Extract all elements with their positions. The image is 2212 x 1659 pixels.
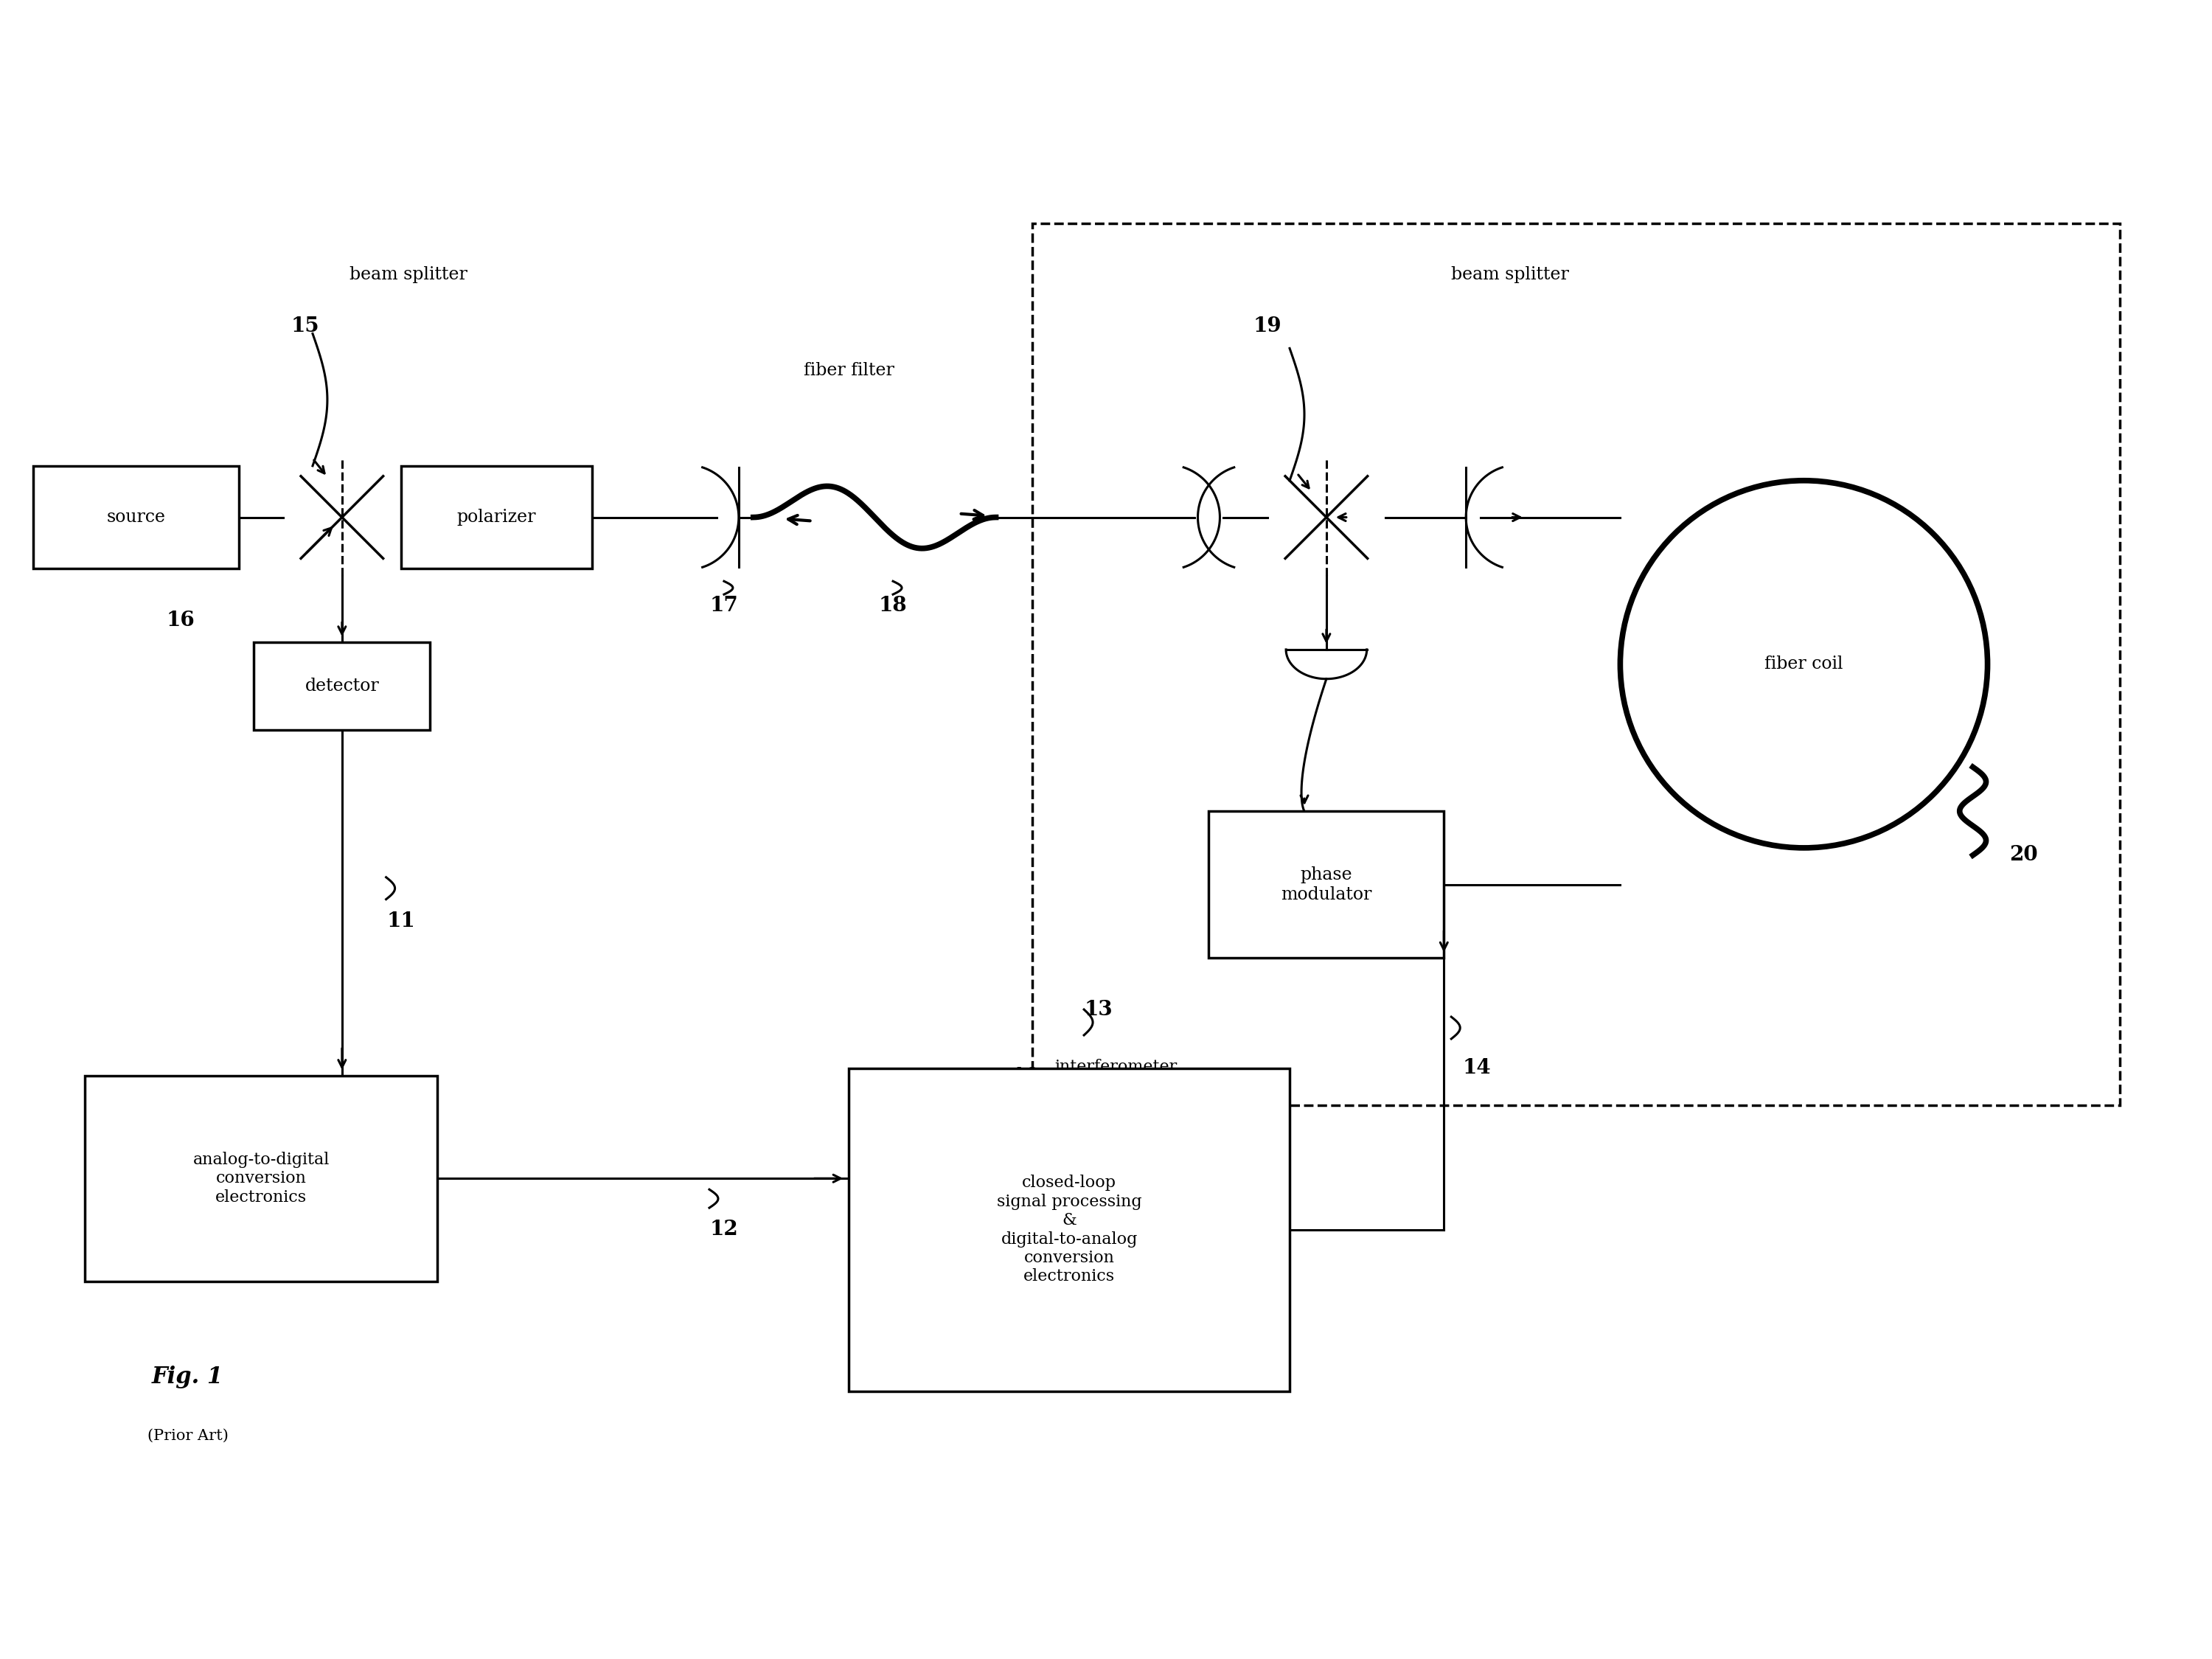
Bar bbox=[254, 642, 429, 730]
Text: 15: 15 bbox=[292, 317, 319, 337]
Text: beam splitter: beam splitter bbox=[349, 267, 467, 284]
Bar bbox=[33, 466, 239, 569]
Text: interferometer
with phase modulator: interferometer with phase modulator bbox=[1055, 1058, 1237, 1093]
Text: 20: 20 bbox=[2008, 844, 2037, 864]
Text: source: source bbox=[106, 509, 166, 526]
Text: 11: 11 bbox=[387, 911, 416, 931]
Text: (Prior Art): (Prior Art) bbox=[148, 1428, 228, 1443]
Text: polarizer: polarizer bbox=[456, 509, 535, 526]
Text: 12: 12 bbox=[710, 1219, 739, 1239]
Text: 18: 18 bbox=[878, 596, 907, 615]
Text: analog-to-digital
conversion
electronics: analog-to-digital conversion electronics bbox=[192, 1151, 330, 1206]
Text: fiber coil: fiber coil bbox=[1765, 655, 1843, 672]
Text: 13: 13 bbox=[1084, 999, 1113, 1019]
Bar bbox=[1033, 224, 2119, 1105]
Bar bbox=[849, 1068, 1290, 1392]
Bar bbox=[1208, 811, 1444, 957]
Text: 19: 19 bbox=[1254, 317, 1281, 337]
Text: detector: detector bbox=[305, 679, 378, 695]
Bar bbox=[84, 1075, 438, 1281]
Text: 17: 17 bbox=[710, 596, 739, 615]
Text: beam splitter: beam splitter bbox=[1451, 267, 1568, 284]
Text: phase
modulator: phase modulator bbox=[1281, 866, 1371, 902]
Text: closed-loop
signal processing
&
digital-to-analog
conversion
electronics: closed-loop signal processing & digital-… bbox=[998, 1175, 1141, 1284]
Bar bbox=[400, 466, 593, 569]
Text: Fig. 1: Fig. 1 bbox=[153, 1365, 223, 1389]
Text: fiber filter: fiber filter bbox=[803, 362, 894, 378]
Text: 16: 16 bbox=[166, 611, 195, 630]
Text: 10: 10 bbox=[1011, 1067, 1040, 1087]
Text: 14: 14 bbox=[1462, 1058, 1491, 1078]
